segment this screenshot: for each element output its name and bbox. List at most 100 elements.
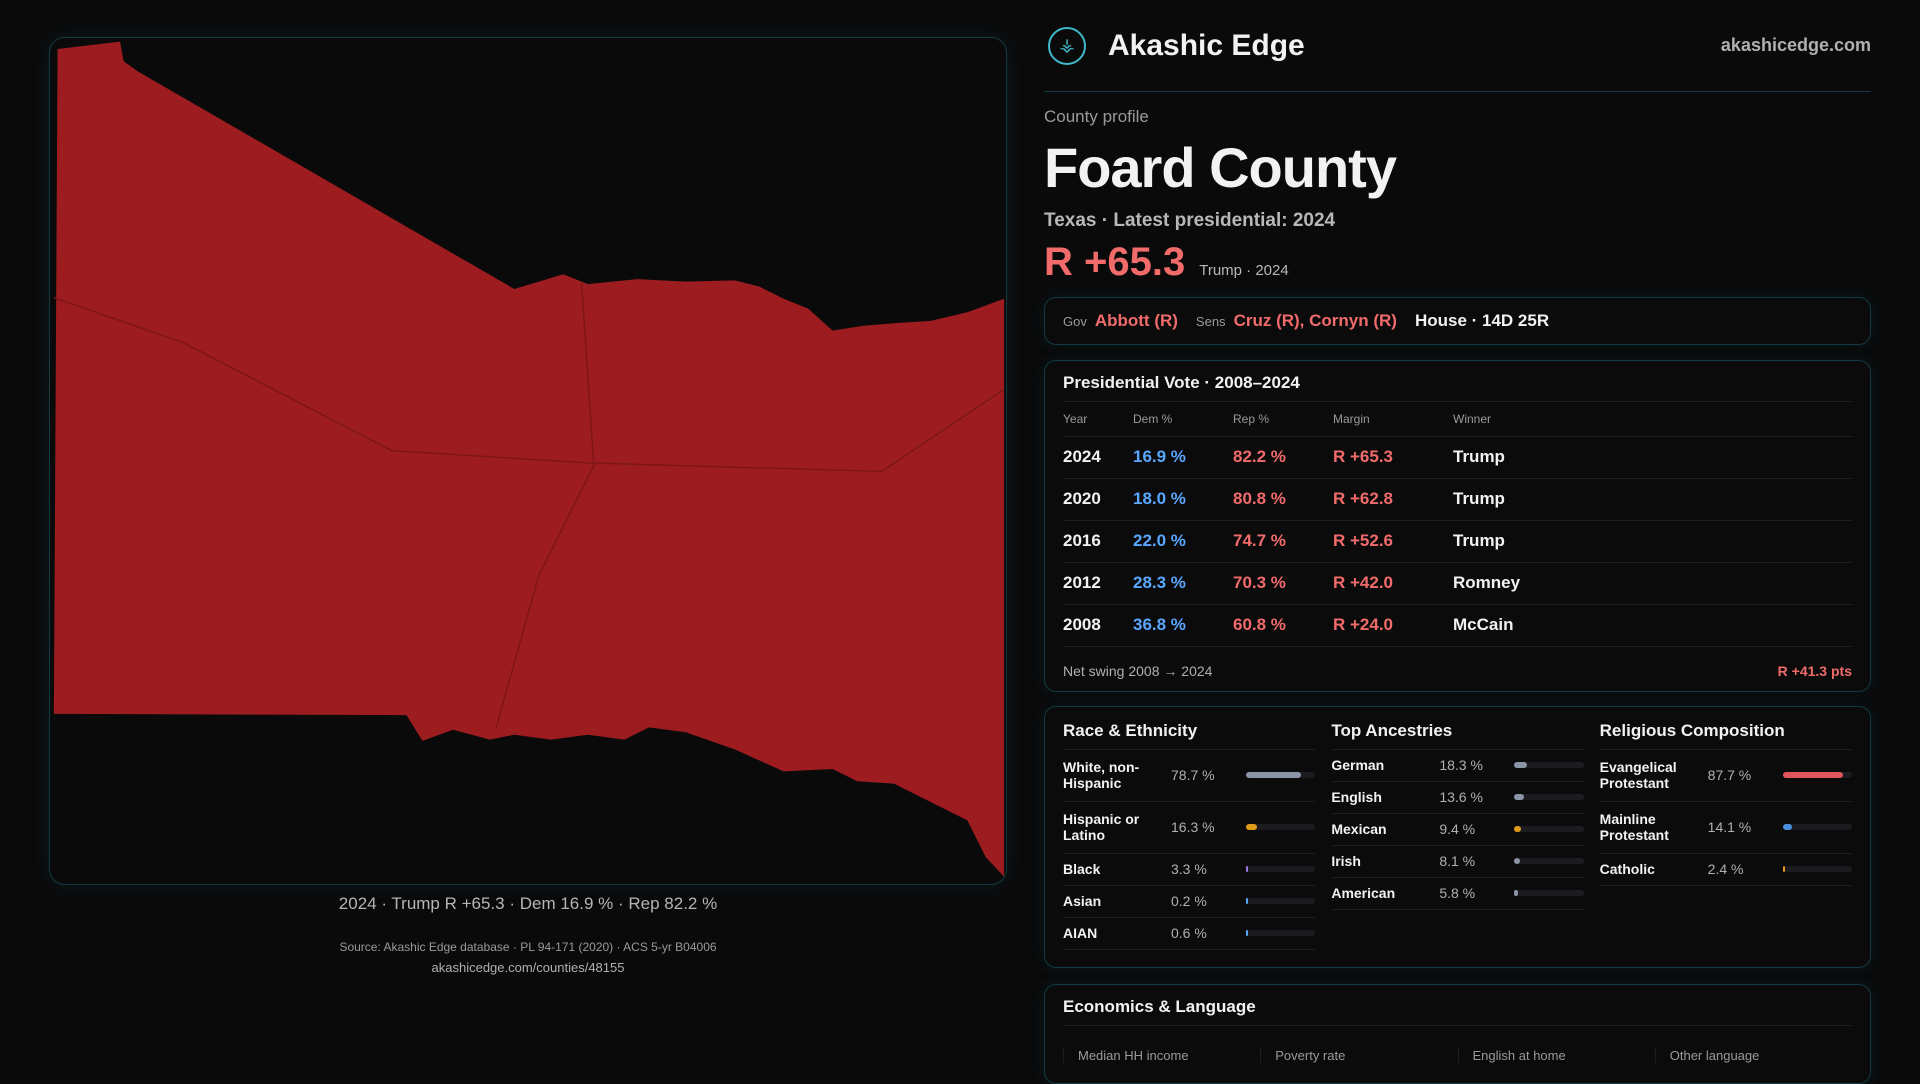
source-url[interactable]: akashicedge.com/counties/48155 — [431, 960, 625, 975]
swing-value: R +41.3 pts — [1777, 662, 1852, 679]
item-bar — [1782, 824, 1852, 830]
ancestry-section: Top Ancestries German 18.3 % English 13.6 % M… — [1331, 721, 1584, 953]
item-value: 87.7 % — [1707, 767, 1752, 783]
margin-cell: R +24.0 — [1333, 604, 1453, 647]
profile-panel: ⚶ Akashic Edge akashicedge.com County pr… — [1044, 0, 1871, 1084]
winner-cell: Trump — [1453, 436, 1852, 479]
map-panel — [49, 37, 1007, 885]
column-header: Margin — [1333, 402, 1453, 437]
list-item: Catholic 2.4 % — [1599, 854, 1852, 886]
list-item: AIAN 0.6 % — [1063, 918, 1316, 950]
item-name: Evangelical Protestant — [1599, 759, 1677, 791]
economics-stat-label: Poverty rate — [1260, 1047, 1457, 1063]
swing-label: Net swing 2008 → 2024 — [1063, 662, 1213, 679]
table-body: 2024 16.9 % 82.2 % R +65.3 Trump 2020 18.0 % 80… — [1063, 436, 1852, 647]
year-cell: 2024 — [1063, 436, 1133, 479]
house-delegation: House · 14D 25R — [1414, 311, 1550, 330]
table-row: 2012 28.3 % 70.3 % R +42.0 Romney — [1063, 562, 1852, 605]
column-header: Rep % — [1233, 402, 1333, 437]
item-bar — [1514, 762, 1584, 768]
table-row: 2008 36.8 % 60.8 % R +24.0 McCain — [1063, 604, 1852, 647]
source-note: Source: Akashic Edge database · PL 94-17… — [49, 940, 1007, 975]
presidential-title: Presidential Vote · 2008–2024 — [1063, 373, 1852, 402]
dem-pct-cell: 28.3 % — [1133, 562, 1233, 605]
item-bar-fill — [1782, 772, 1844, 778]
rep-pct-cell: 74.7 % — [1233, 520, 1333, 563]
column-header: Winner — [1453, 402, 1852, 437]
boundary-lines — [53, 284, 1005, 729]
item-bar-fill — [1514, 794, 1524, 800]
item-bar-fill — [1246, 866, 1249, 872]
list-item: English 13.6 % — [1331, 782, 1584, 814]
economics-card: Economics & Language Median HH income Pov… — [1044, 983, 1871, 1084]
table-row: 2024 16.9 % 82.2 % R +65.3 Trump — [1063, 436, 1852, 479]
year-cell: 2012 — [1063, 562, 1133, 605]
dem-pct-cell: 36.8 % — [1133, 604, 1233, 647]
year-cell: 2020 — [1063, 478, 1133, 521]
margin-value: R +65.3 — [1044, 240, 1186, 284]
economics-stats: Median HH income Poverty rate English at h… — [1063, 1047, 1852, 1063]
economics-title: Economics & Language — [1063, 997, 1852, 1026]
item-value: 78.7 % — [1171, 767, 1215, 783]
map-caption: 2024 · Trump R +65.3 · Dem 16.9 % · Rep … — [338, 894, 718, 913]
list-item: Evangelical Protestant 87.7 % — [1599, 750, 1852, 802]
list-item: Mexican 9.4 % — [1331, 814, 1584, 846]
list-item: American 5.8 % — [1331, 878, 1584, 910]
item-name: Mexican — [1331, 821, 1387, 837]
akashic-logo-icon: ⚶ — [1048, 26, 1086, 65]
table-header-row: Year Dem % Rep % Margin Winner — [1063, 402, 1852, 437]
table-row: 2016 22.0 % 74.7 % R +52.6 Trump — [1063, 520, 1852, 563]
item-bar-fill — [1246, 824, 1258, 830]
dem-pct-cell: 16.9 % — [1133, 436, 1233, 479]
item-bar — [1782, 772, 1852, 778]
item-bar — [1246, 772, 1316, 778]
rep-pct-cell: 80.8 % — [1233, 478, 1333, 521]
dem-pct-cell: 18.0 % — [1133, 478, 1233, 521]
senators: Cruz (R), Cornyn (R) — [1233, 311, 1397, 330]
item-value: 13.6 % — [1439, 789, 1483, 805]
economics-stat-label: Other language — [1654, 1047, 1852, 1063]
margin-note: Trump · 2024 — [1199, 262, 1289, 279]
brand-name: Akashic Edge — [1108, 28, 1305, 62]
item-name: American — [1331, 885, 1396, 901]
list-item: White, non-Hispanic 78.7 % — [1063, 750, 1316, 802]
item-name: Asian — [1063, 893, 1102, 909]
item-bar-fill — [1246, 772, 1301, 778]
item-value: 16.3 % — [1171, 819, 1215, 835]
rep-pct-cell: 70.3 % — [1233, 562, 1333, 605]
economics-stat-label: English at home — [1457, 1047, 1655, 1063]
item-name: English — [1331, 789, 1382, 805]
item-name: German — [1331, 757, 1385, 773]
race-title: Race & Ethnicity — [1063, 721, 1316, 750]
item-bar — [1514, 858, 1584, 864]
item-name: Mainline Protestant — [1599, 811, 1669, 843]
item-bar-fill — [1514, 826, 1521, 832]
item-name: Catholic — [1599, 861, 1655, 877]
rep-pct-cell: 82.2 % — [1233, 436, 1333, 479]
item-value: 9.4 % — [1439, 821, 1476, 837]
margin-cell: R +62.8 — [1333, 478, 1453, 521]
item-name: Irish — [1331, 853, 1361, 869]
item-bar — [1246, 824, 1316, 830]
item-name: White, non-Hispanic — [1063, 759, 1140, 791]
item-bar-fill — [1514, 858, 1520, 864]
domain-link[interactable]: akashicedge.com — [1720, 35, 1871, 55]
demographics-card: Race & Ethnicity White, non-Hispanic 78.7 … — [1044, 705, 1871, 968]
winner-cell: Trump — [1453, 520, 1852, 563]
source-line: Source: Akashic Edge database · PL 94-17… — [339, 940, 717, 954]
winner-cell: Trump — [1453, 478, 1852, 521]
item-value: 18.3 % — [1439, 757, 1483, 773]
item-bar-fill — [1782, 824, 1793, 830]
item-bar-fill — [1246, 898, 1248, 904]
presidential-card: Presidential Vote · 2008–2024 Year Dem % R… — [1044, 360, 1871, 692]
sens-label: Sens — [1195, 313, 1226, 329]
list-item: Black 3.3 % — [1063, 854, 1316, 886]
presidential-table: Year Dem % Rep % Margin Winner 2024 16.9 % 82.… — [1063, 402, 1852, 647]
religion-section: Religious Composition Evangelical Protest… — [1599, 721, 1852, 953]
dem-pct-cell: 22.0 % — [1133, 520, 1233, 563]
subtitle: Texas · Latest presidential: 2024 — [1044, 210, 1336, 231]
margin-cell: R +52.6 — [1333, 520, 1453, 563]
item-bar-fill — [1514, 762, 1527, 768]
item-bar — [1782, 866, 1852, 872]
net-swing: Net swing 2008 → 2024 R +41.3 pts — [1063, 647, 1852, 679]
